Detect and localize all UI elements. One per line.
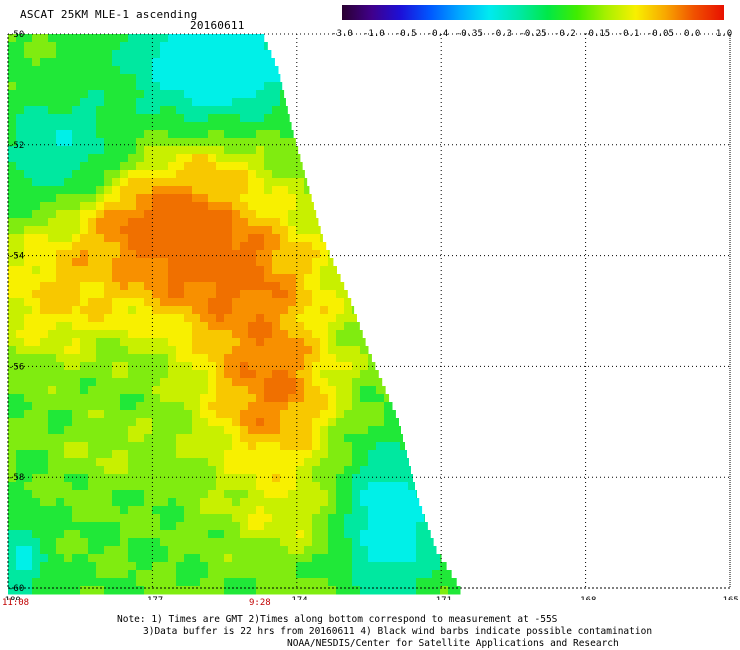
- color-legend-tick: -0.4: [427, 29, 449, 39]
- x-tick-label: -174: [286, 596, 308, 600]
- x-tick-label: -180: [0, 596, 21, 600]
- color-legend-tick: -0.3: [490, 29, 512, 39]
- wind-field: [8, 34, 461, 595]
- note-line-1: Note: 1) Times are GMT 2)Times along bot…: [117, 614, 558, 625]
- x-tick-label: -177: [142, 596, 164, 600]
- y-tick-label: -50: [8, 30, 24, 40]
- color-legend-bar: [342, 5, 724, 20]
- y-tick-label: -60: [8, 584, 24, 594]
- note-line-3: NOAA/NESDIS/Center for Satellite Applica…: [287, 638, 619, 649]
- map-title: ASCAT 25KM MLE-1 ascending: [20, 8, 198, 21]
- x-tick-label: -165: [717, 596, 739, 600]
- x-tick-label: -168: [575, 596, 597, 600]
- y-tick-label: -56: [8, 362, 24, 372]
- y-tick-label: -52: [8, 141, 24, 151]
- note-line-2: 3)Data buffer is 22 hrs from 20160611 4)…: [143, 626, 653, 637]
- y-tick-label: -54: [8, 252, 24, 262]
- y-tick-label: -58: [8, 473, 24, 483]
- color-legend-tick: -0.35: [456, 29, 483, 39]
- x-tick-label: -171: [430, 596, 452, 600]
- wind-map: -180 -177 -174 -171 -168 -165 -50 -52 -54 -56 -58 -…: [0, 30, 739, 600]
- graticule: [7, 33, 731, 589]
- time-label-left: 11:08: [2, 598, 30, 608]
- color-legend-tick: -1.0: [363, 29, 385, 39]
- time-label-mid: 9:28: [249, 598, 271, 608]
- map-date: 20160611: [190, 19, 245, 32]
- color-legend-tick: -3.0: [331, 29, 353, 39]
- color-legend-tick: -0.5: [395, 29, 417, 39]
